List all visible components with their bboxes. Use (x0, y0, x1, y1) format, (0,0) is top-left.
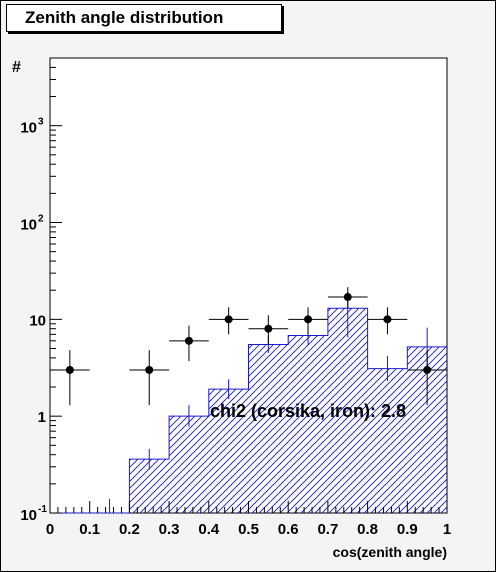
chi2-annotation: chi2 (corsika, iron): 2.8 (210, 401, 406, 421)
y-axis-label: # (12, 59, 21, 76)
y-tick-exponent: 2 (38, 214, 44, 225)
data-point-marker (145, 365, 154, 374)
data-point (327, 287, 368, 309)
x-axis-label: cos(zenith angle) (333, 544, 447, 560)
data-points (50, 287, 447, 406)
data-point (367, 307, 408, 335)
y-tick-exponent: -1 (38, 504, 47, 515)
y-tick-label: 10 -1 (20, 504, 47, 524)
histogram-bin (327, 308, 368, 513)
histogram-bin (169, 416, 209, 513)
data-point (50, 350, 90, 406)
x-tick-label: 0.7 (317, 521, 338, 538)
data-point (407, 350, 447, 406)
y-tick-exponent: 3 (38, 117, 44, 128)
y-tick-base: 10 (20, 507, 37, 524)
x-tick-label: 0.2 (119, 521, 140, 538)
data-point-marker (343, 293, 352, 302)
data-point-marker (423, 365, 432, 374)
data-point-marker (383, 315, 392, 324)
x-tick-label: 0.3 (159, 521, 180, 538)
x-tick-label: 0.4 (198, 521, 220, 538)
data-point (208, 307, 249, 335)
x-tick-label: 0.5 (238, 521, 259, 538)
histogram-bin (248, 344, 289, 513)
data-point (169, 325, 209, 362)
simulation-histogram (50, 307, 447, 514)
x-tick-label: 0.8 (357, 521, 378, 538)
data-point-marker (65, 365, 74, 374)
data-point (248, 315, 289, 345)
histogram-bin (208, 389, 249, 513)
data-point-marker (184, 336, 193, 345)
data-point-marker (224, 315, 233, 324)
y-tick-label: 1 (38, 409, 46, 426)
x-tick-label: 1 (443, 521, 451, 538)
y-tick-label: 10 (29, 312, 46, 329)
y-tick-base: 10 (20, 120, 37, 137)
histogram-outline (50, 307, 447, 514)
title-box: Zenith angle distribution (6, 4, 282, 32)
x-tick-label: 0.9 (397, 521, 418, 538)
y-tick-base: 1 (38, 409, 46, 426)
y-tick-base: 10 (29, 312, 46, 329)
histogram-bin (367, 368, 408, 513)
y-tick-base: 10 (20, 217, 37, 234)
x-tick-label: 0.1 (79, 521, 100, 538)
data-point (288, 307, 328, 335)
data-point (129, 350, 170, 406)
chart-title: Zenith angle distribution (25, 8, 224, 27)
histogram-bin (288, 335, 328, 513)
y-tick-label: 10 2 (20, 214, 44, 234)
y-tick-label: 10 3 (20, 117, 44, 137)
data-point-marker (304, 315, 313, 324)
x-tick-label: 0.6 (278, 521, 299, 538)
data-point-marker (264, 324, 273, 333)
x-tick-label: 0 (46, 521, 54, 538)
